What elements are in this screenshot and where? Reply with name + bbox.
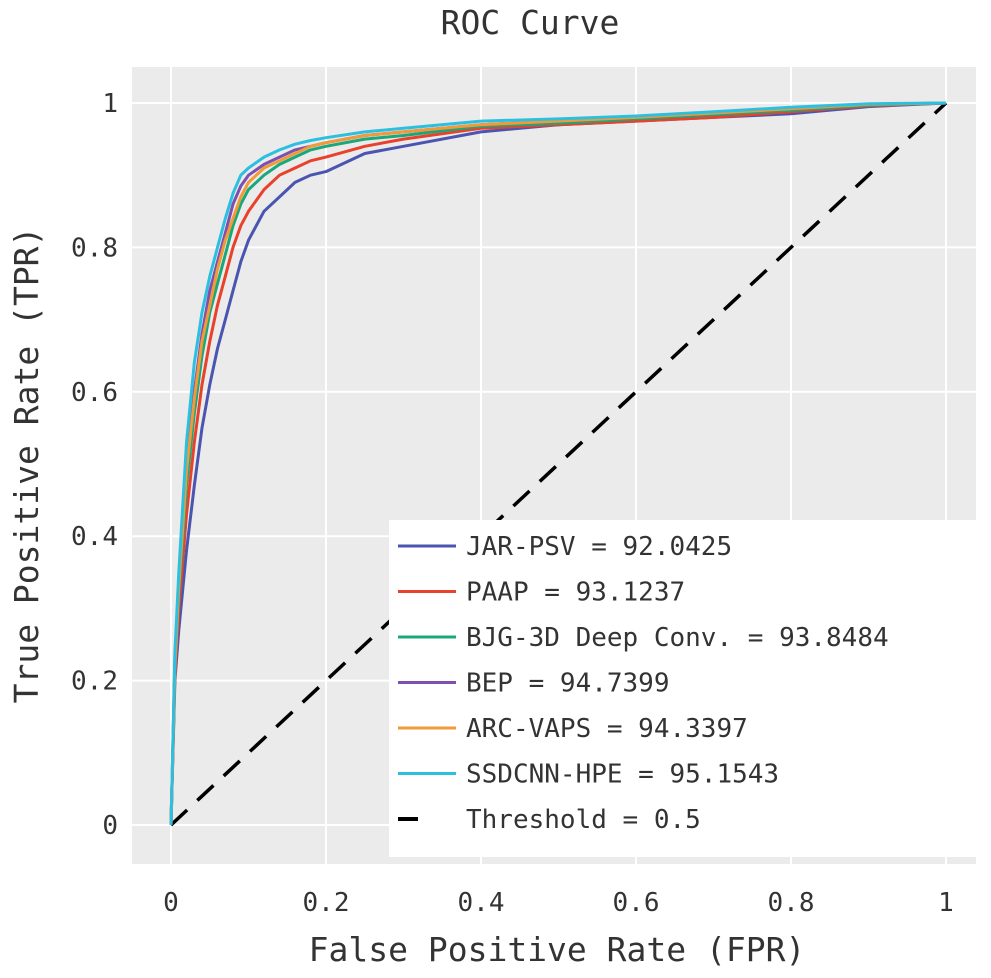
- threshold-line: [169, 101, 948, 827]
- x-tick-label: 0.2: [303, 888, 350, 918]
- y-tick-label: 0.8: [71, 233, 118, 263]
- roc-line-ssdcnn-hpe: [169, 101, 947, 826]
- legend: JAR-PSV = 92.0425 PAAP = 93.1237 BJG-3D De…: [389, 520, 976, 857]
- x-tick-label: 0.4: [458, 888, 505, 918]
- x-tick-label: 0.8: [768, 888, 815, 918]
- legend-box: [389, 520, 976, 857]
- legend-label: JAR-PSV = 92.0425: [466, 532, 732, 562]
- roc-line-bjg-3d-deep-conv: [169, 101, 947, 826]
- x-tick-label: 1: [938, 888, 954, 918]
- legend-label: Threshold = 0.5: [466, 805, 701, 835]
- roc-line-paap: [169, 101, 947, 826]
- y-tick-label: 0.6: [71, 378, 118, 408]
- legend-label: ARC-VAPS = 94.3397: [466, 714, 748, 744]
- y-tick-label: 0: [102, 811, 118, 841]
- legend-label: SSDCNN-HPE = 95.1543: [466, 760, 779, 790]
- chart-title: ROC Curve: [441, 3, 620, 42]
- y-tick-label: 0.2: [71, 667, 118, 697]
- legend-label: PAAP = 93.1237: [466, 578, 685, 608]
- tick-labels: 0 0.2 0.4 0.6 0.8 1 0 0.2 0.4 0.6 0.8 1: [71, 89, 954, 918]
- grid-lines: [132, 67, 976, 864]
- legend-label: BEP = 94.7399: [466, 669, 670, 699]
- y-tick-label: 1: [102, 89, 118, 119]
- y-tick-label: 0.4: [71, 522, 118, 552]
- threshold-layer: [169, 101, 948, 827]
- x-tick-label: 0.6: [613, 888, 660, 918]
- legend-label: BJG-3D Deep Conv. = 93.8484: [466, 623, 889, 653]
- y-axis-label: True Positive Rate (TPR): [7, 227, 46, 704]
- x-tick-label: 0: [163, 888, 179, 918]
- x-axis-label: False Positive Rate (FPR): [309, 930, 806, 969]
- series-layer: [169, 101, 947, 826]
- roc-line-arc-vaps: [169, 101, 947, 826]
